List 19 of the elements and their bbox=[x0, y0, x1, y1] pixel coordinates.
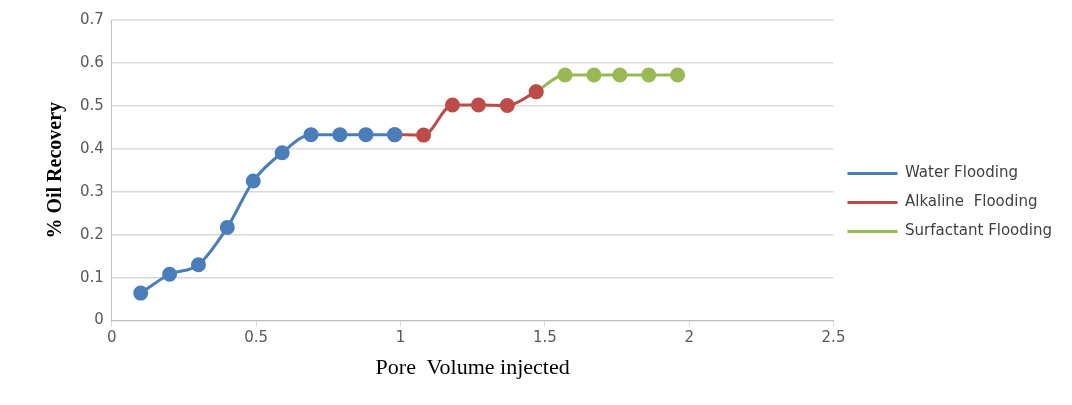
y-axis-title: % Oil Recovery bbox=[43, 101, 67, 239]
x-tick-label: 2 bbox=[684, 328, 694, 347]
x-tick-label: 0 bbox=[107, 328, 117, 347]
y-tick-label: 0.5 bbox=[80, 95, 104, 114]
y-tick-label: 0 bbox=[94, 310, 104, 329]
legend-label: Water Flooding bbox=[904, 163, 1018, 182]
y-tick-label: 0.6 bbox=[80, 52, 104, 71]
y-tick-label: 0.2 bbox=[80, 224, 104, 243]
x-axis-title: Pore Volume injected bbox=[375, 353, 570, 379]
y-tick-label: 0.7 bbox=[80, 9, 104, 28]
y-tick-label: 0.3 bbox=[80, 181, 104, 200]
x-tick-label: 1.5 bbox=[532, 328, 557, 347]
x-tick-label: 0.5 bbox=[244, 328, 269, 347]
x-tick-label: 2.5 bbox=[821, 328, 846, 347]
y-tick-label: 0.1 bbox=[80, 267, 104, 286]
legend-label: Alkaline Flooding bbox=[904, 192, 1038, 211]
x-tick-label: 1 bbox=[395, 328, 406, 347]
y-tick-label: 0.4 bbox=[80, 138, 104, 157]
legend-label: Surfactant Flooding bbox=[904, 221, 1052, 240]
